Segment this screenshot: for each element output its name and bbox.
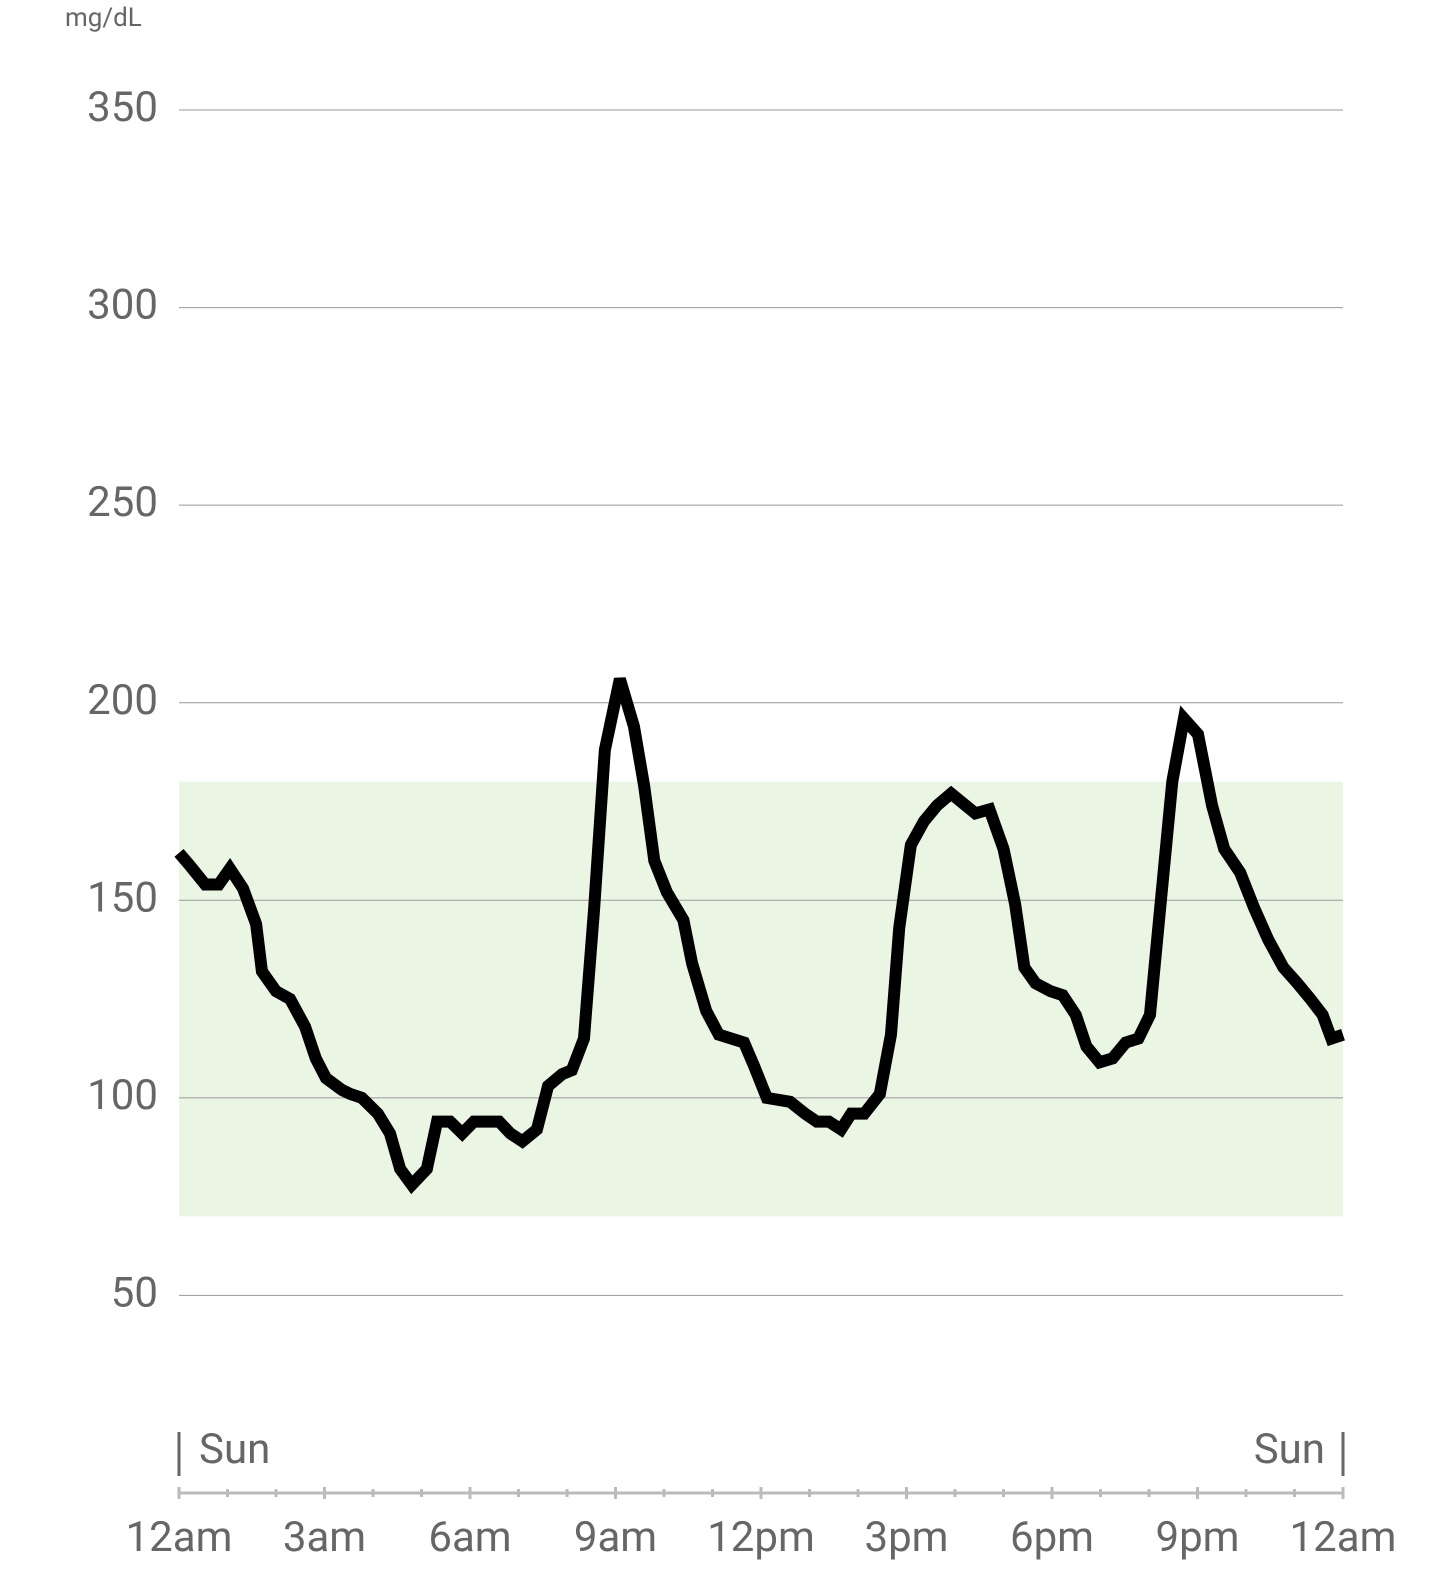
y-tick-label: 300 (87, 281, 158, 330)
y-tick-label: 50 (111, 1269, 158, 1318)
x-tick-label: 6pm (1010, 1513, 1094, 1562)
y-tick-label: 350 (87, 83, 158, 132)
x-tick-label: 12pm (707, 1513, 815, 1562)
y-tick-label: 100 (87, 1071, 158, 1120)
day-label: Sun (1254, 1425, 1325, 1474)
x-tick-label: 12am (1290, 1513, 1397, 1562)
x-tick-label: 3am (283, 1513, 366, 1562)
y-tick-label: 150 (87, 873, 158, 922)
y-tick-label: 200 (87, 676, 158, 725)
day-label: Sun (199, 1425, 270, 1474)
y-tick-label: 250 (87, 478, 158, 527)
x-tick-label: 9am (574, 1513, 657, 1562)
x-tick-label: 6am (428, 1513, 511, 1562)
x-tick-label: 9pm (1155, 1513, 1239, 1562)
y-unit: mg/dL (65, 3, 142, 33)
x-tick-label: 3pm (864, 1513, 948, 1562)
glucose-line (174, 677, 1345, 1195)
x-tick-label: 12am (126, 1513, 233, 1562)
